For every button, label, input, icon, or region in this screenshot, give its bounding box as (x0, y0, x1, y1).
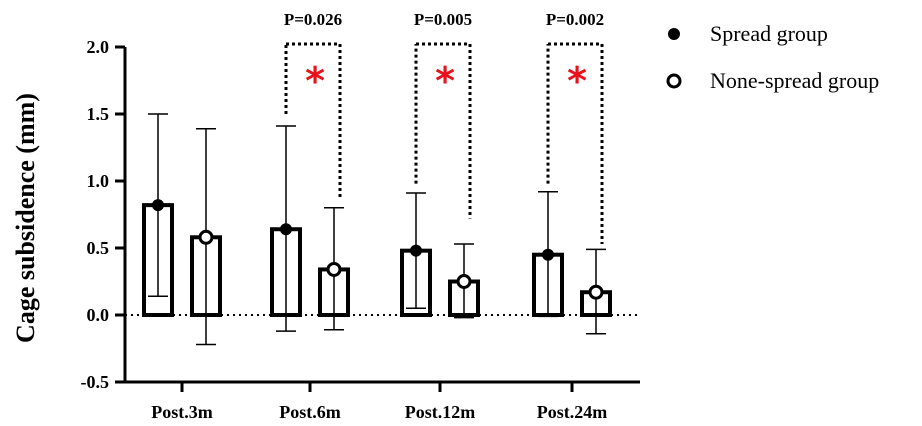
x-tick-label: Post.3m (151, 402, 213, 422)
x-tick-label: Post.6m (279, 402, 341, 422)
data-point-filled (280, 223, 292, 236)
data-point-open (456, 274, 472, 289)
y-tick-label: 0.0 (87, 305, 110, 325)
p-value-label: P=0.026 (284, 10, 342, 29)
chart-marks (142, 113, 612, 346)
data-point-filled (410, 244, 422, 257)
data-point-open (326, 261, 342, 277)
y-tick-label: 2.0 (87, 37, 110, 57)
significance-star: * (567, 59, 587, 103)
legend-filled-circle-icon (668, 28, 680, 40)
y-tick-label: 1.5 (87, 104, 110, 124)
legend-label-none-spread: None-spread group (710, 68, 879, 93)
legend-open-circle-icon (666, 73, 682, 89)
p-value-label: P=0.005 (414, 10, 472, 29)
data-point-open (588, 284, 604, 300)
p-value-label: P=0.002 (546, 10, 604, 29)
y-axis-title: Cage subsidence (mm) (11, 93, 40, 343)
legend-label-spread: Spread group (710, 21, 828, 46)
y-tick-label: 1.0 (87, 171, 110, 191)
data-point-filled (152, 199, 164, 212)
y-tick-label: 0.5 (87, 238, 110, 258)
chart-axes: -0.5 0.0 0.5 1.0 1.5 2.0 Post.3m Post.6m Post.12… (81, 37, 640, 422)
significance-annotations: P=0.026 * P=0.005 * P=0.002 * (284, 10, 604, 244)
significance-star: * (305, 59, 325, 103)
data-point-open (198, 229, 214, 245)
significance-star: * (435, 59, 455, 103)
data-point-filled (542, 248, 554, 261)
x-tick-label: Post.12m (405, 402, 476, 422)
x-tick-label: Post.24m (537, 402, 608, 422)
y-tick-label: -0.5 (81, 372, 110, 392)
legend: Spread group None-spread group (666, 21, 879, 93)
